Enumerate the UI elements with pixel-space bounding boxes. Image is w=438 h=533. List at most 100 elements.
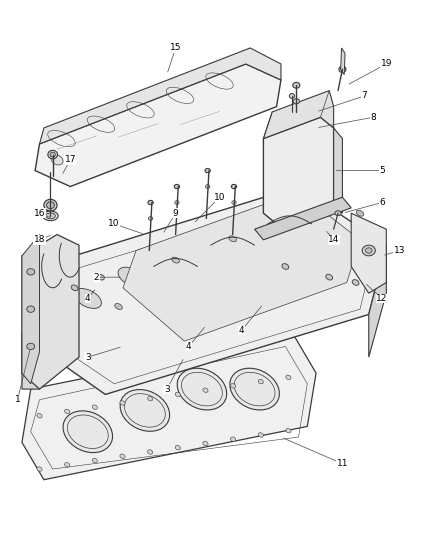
Ellipse shape — [289, 94, 294, 99]
Polygon shape — [263, 117, 333, 224]
Text: 5: 5 — [378, 166, 384, 175]
Ellipse shape — [230, 437, 235, 441]
Ellipse shape — [292, 83, 299, 88]
Text: 15: 15 — [170, 44, 181, 52]
Ellipse shape — [74, 288, 101, 309]
Ellipse shape — [285, 214, 293, 221]
Ellipse shape — [148, 216, 152, 221]
Text: 4: 4 — [85, 294, 90, 303]
Polygon shape — [123, 192, 359, 341]
Ellipse shape — [37, 467, 42, 471]
Ellipse shape — [334, 211, 340, 216]
Ellipse shape — [285, 429, 290, 433]
Polygon shape — [22, 187, 385, 394]
Ellipse shape — [175, 392, 180, 397]
Ellipse shape — [364, 248, 371, 253]
Ellipse shape — [205, 230, 233, 250]
Ellipse shape — [338, 66, 345, 72]
Ellipse shape — [174, 184, 179, 189]
Text: 16: 16 — [34, 209, 45, 217]
Text: 10: 10 — [213, 193, 225, 201]
Polygon shape — [22, 266, 39, 389]
Ellipse shape — [293, 230, 320, 250]
Ellipse shape — [43, 211, 58, 221]
Ellipse shape — [177, 368, 226, 410]
Polygon shape — [22, 235, 39, 384]
Ellipse shape — [205, 185, 209, 189]
Ellipse shape — [120, 390, 169, 431]
Ellipse shape — [202, 441, 208, 446]
Ellipse shape — [92, 458, 97, 463]
Text: 9: 9 — [172, 209, 178, 217]
Ellipse shape — [258, 379, 263, 384]
Ellipse shape — [205, 168, 210, 173]
Text: 13: 13 — [393, 246, 404, 255]
Text: 12: 12 — [375, 294, 387, 303]
Polygon shape — [39, 48, 280, 144]
Ellipse shape — [285, 375, 290, 379]
Ellipse shape — [281, 264, 288, 269]
Ellipse shape — [50, 152, 55, 157]
Ellipse shape — [46, 213, 55, 219]
Text: 14: 14 — [327, 236, 339, 244]
Ellipse shape — [231, 184, 236, 189]
Ellipse shape — [51, 155, 63, 165]
Ellipse shape — [355, 210, 363, 216]
Text: 10: 10 — [108, 220, 120, 228]
Ellipse shape — [63, 411, 112, 453]
Ellipse shape — [231, 200, 236, 204]
Ellipse shape — [66, 322, 74, 328]
Ellipse shape — [120, 454, 125, 458]
Text: 3: 3 — [85, 353, 91, 361]
Ellipse shape — [211, 266, 219, 272]
Ellipse shape — [46, 201, 54, 208]
Ellipse shape — [171, 257, 179, 263]
Text: 4: 4 — [186, 342, 191, 351]
Ellipse shape — [97, 274, 104, 280]
Text: 4: 4 — [238, 326, 244, 335]
Ellipse shape — [27, 306, 35, 312]
Ellipse shape — [27, 343, 35, 350]
Ellipse shape — [92, 405, 97, 409]
Ellipse shape — [361, 245, 374, 256]
Ellipse shape — [175, 446, 180, 450]
Ellipse shape — [147, 450, 152, 454]
Ellipse shape — [162, 285, 170, 291]
Ellipse shape — [293, 99, 299, 104]
Ellipse shape — [249, 214, 276, 234]
Ellipse shape — [114, 303, 122, 310]
Ellipse shape — [48, 150, 57, 159]
Text: 11: 11 — [336, 459, 347, 468]
Text: 3: 3 — [163, 385, 170, 393]
Ellipse shape — [174, 200, 179, 204]
Ellipse shape — [258, 433, 263, 437]
Ellipse shape — [64, 409, 70, 414]
Ellipse shape — [162, 246, 189, 266]
Text: 2: 2 — [94, 273, 99, 281]
Ellipse shape — [259, 247, 267, 254]
Ellipse shape — [71, 285, 78, 290]
Text: 17: 17 — [64, 156, 76, 164]
Ellipse shape — [118, 267, 145, 287]
Polygon shape — [340, 48, 344, 75]
Ellipse shape — [230, 368, 279, 410]
Ellipse shape — [147, 397, 152, 401]
Ellipse shape — [64, 463, 70, 467]
Text: 6: 6 — [378, 198, 384, 207]
Ellipse shape — [230, 384, 235, 388]
Text: 1: 1 — [14, 395, 21, 404]
Ellipse shape — [202, 388, 208, 392]
Text: 18: 18 — [34, 236, 45, 244]
Ellipse shape — [307, 229, 315, 235]
Polygon shape — [350, 213, 385, 293]
Text: 19: 19 — [380, 60, 391, 68]
Polygon shape — [368, 245, 385, 357]
Ellipse shape — [120, 401, 125, 405]
Ellipse shape — [148, 200, 153, 205]
Polygon shape — [22, 266, 61, 389]
Polygon shape — [22, 235, 79, 389]
Ellipse shape — [325, 274, 332, 280]
Polygon shape — [333, 128, 342, 213]
Ellipse shape — [351, 280, 358, 285]
Text: 7: 7 — [360, 92, 367, 100]
